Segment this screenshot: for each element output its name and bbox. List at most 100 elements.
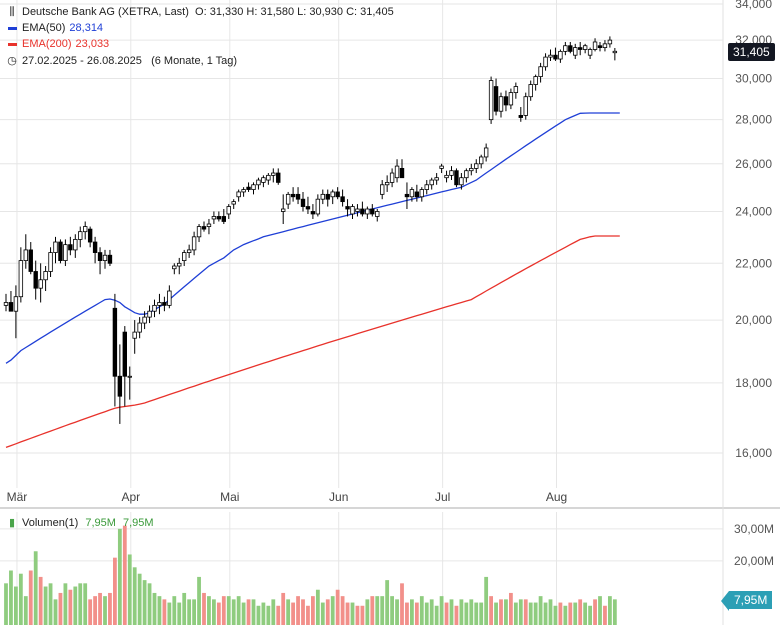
candle-body [63, 244, 68, 262]
candle-body [538, 66, 543, 77]
candle-body [483, 147, 489, 158]
volume-bar [241, 602, 246, 625]
volume-bar [345, 602, 350, 625]
candle-body [597, 45, 603, 49]
volume-value-2: 7,95M [122, 517, 154, 529]
volume-bar [593, 599, 597, 625]
volume-bar [236, 596, 241, 625]
volume-bar [558, 602, 563, 625]
volume-bar [518, 599, 523, 625]
volume-bar [538, 596, 543, 625]
volume-bar [157, 596, 162, 625]
volume-bar [301, 599, 305, 625]
candle-body [8, 302, 14, 312]
candle-body [528, 84, 533, 98]
candle-body [261, 177, 266, 183]
volume-bar [296, 596, 300, 625]
candle-body [58, 241, 63, 262]
candle-body [355, 208, 360, 212]
candle-body [513, 86, 519, 94]
candle-body [335, 191, 340, 198]
volume-bar [385, 580, 390, 625]
candle-body [365, 208, 370, 215]
ema200-line [5, 235, 620, 449]
volume-bar [172, 596, 177, 625]
volume-bar [405, 602, 409, 625]
volume-bar [573, 602, 578, 625]
volume-bar [315, 589, 320, 625]
candle-body [370, 208, 375, 215]
ema50-value: 28,314 [69, 22, 104, 34]
candle-body [201, 226, 207, 230]
price-tick-label: 26,000 [735, 157, 772, 171]
volume-bar [68, 589, 73, 625]
ema200-swatch [8, 42, 17, 46]
candle-body [295, 193, 301, 200]
candle-body [112, 307, 118, 377]
volume-bar [147, 583, 152, 625]
volume-bar [192, 599, 196, 625]
candle-body [478, 156, 484, 165]
price-tick-label: 20,000 [735, 313, 772, 327]
volume-bar [226, 596, 231, 625]
volume-bar [127, 554, 132, 625]
candle-body [167, 290, 172, 306]
volume-bar [14, 586, 18, 625]
volume-bar [454, 605, 459, 625]
candle-body [18, 260, 24, 298]
volume-bar [78, 583, 83, 625]
candle-body [384, 182, 390, 186]
volume-bar [197, 576, 201, 625]
volume-bar [23, 596, 28, 625]
candle-body [117, 375, 123, 397]
candle-body [13, 296, 19, 312]
volume-bar [464, 602, 469, 625]
candle-body [226, 206, 231, 215]
volume-bar [306, 605, 310, 625]
volume-bar [246, 599, 251, 625]
volume-bar [360, 605, 365, 625]
volume-bar [499, 599, 503, 625]
candle-body [221, 216, 226, 222]
ema200-legend[interactable]: EMA(200) 23,033 [8, 38, 109, 50]
candle-body [107, 254, 113, 264]
candle-body [152, 304, 157, 312]
price-tick-label: 18,000 [735, 376, 772, 390]
candle-body [543, 56, 548, 68]
volume-bar [108, 592, 112, 625]
volume-bar [583, 602, 588, 625]
candle-body [414, 191, 420, 198]
candle-body [578, 47, 583, 50]
volume-bar [414, 602, 419, 625]
candle-body [290, 193, 296, 198]
candle-body [444, 174, 449, 179]
candle-body [508, 92, 514, 106]
candle-body [216, 216, 222, 220]
candle-body [419, 189, 424, 198]
month-label: Jul [435, 490, 450, 504]
ema50-label: EMA(50) [22, 22, 66, 34]
volume-bar [291, 602, 295, 625]
volume-bar [489, 596, 493, 625]
volume-bar [429, 599, 434, 625]
candle-body [43, 271, 48, 281]
volume-bar [355, 605, 360, 625]
candle-body [350, 206, 355, 215]
price-tick-label: 34,000 [735, 0, 772, 11]
candle-body [360, 208, 365, 215]
candle-body [68, 244, 73, 251]
volume-bar [88, 599, 93, 625]
candle-body [389, 172, 395, 183]
volume-bar [271, 599, 276, 625]
candle-body [449, 170, 454, 176]
volume-bar [266, 605, 271, 625]
candle-body [340, 196, 345, 203]
volume-legend[interactable]: ▮ Volumen(1) 7,95M 7,95M [6, 516, 154, 529]
ema50-legend[interactable]: EMA(50) 28,314 [8, 22, 103, 34]
candle-body [305, 206, 311, 210]
candle-body [563, 45, 568, 52]
volume-bar [598, 596, 602, 625]
volume-bar [325, 599, 330, 625]
candle-body [518, 115, 523, 118]
candle-body [558, 50, 563, 60]
